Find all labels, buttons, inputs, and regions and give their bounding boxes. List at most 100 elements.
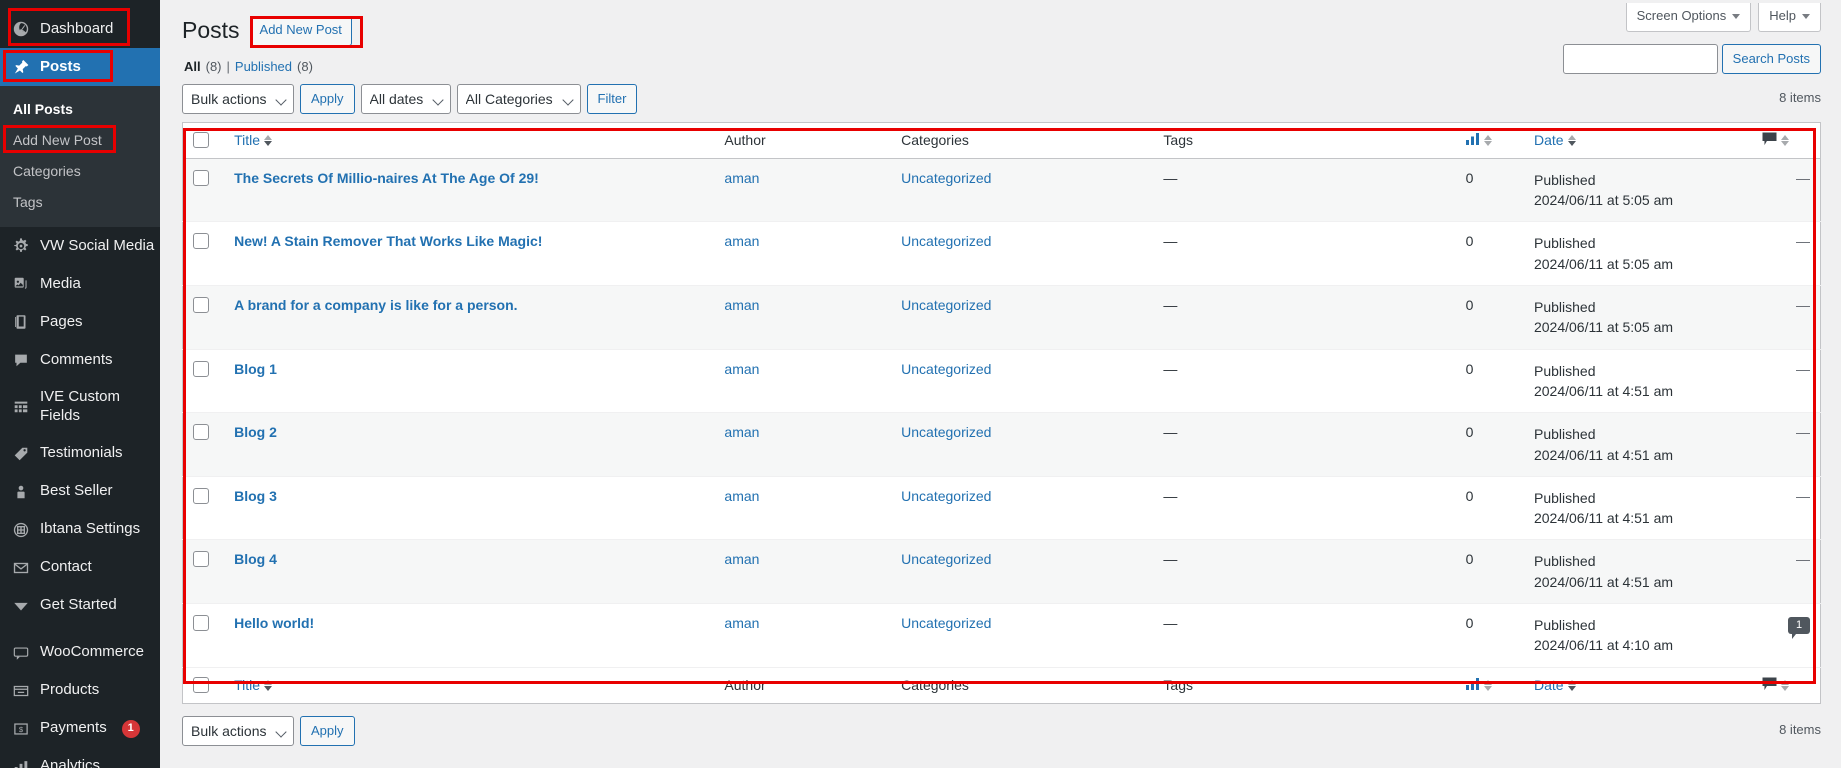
sidebar-item-testimonials[interactable]: Testimonials <box>0 435 160 473</box>
post-title-link[interactable]: Blog 2 <box>234 424 277 441</box>
post-title-link[interactable]: Blog 1 <box>234 360 277 377</box>
cell-date: Published 2024/06/11 at 5:05 am <box>1523 221 1753 287</box>
sidebar-item-products[interactable]: Products <box>0 672 160 710</box>
sidebar-item-best-seller[interactable]: Best Seller <box>0 473 160 511</box>
post-title-link[interactable]: The Secrets Of Millio-naires At The Age … <box>234 169 539 186</box>
row-checkbox[interactable] <box>193 360 209 377</box>
author-link[interactable]: aman <box>724 233 760 250</box>
post-title-link[interactable]: Blog 3 <box>234 487 277 504</box>
row-checkbox-cell <box>182 603 225 668</box>
author-link[interactable]: aman <box>724 360 760 377</box>
author-link[interactable]: aman <box>724 297 760 314</box>
row-checkbox[interactable] <box>193 487 209 504</box>
sidebar-item-contact[interactable]: Contact <box>0 549 160 587</box>
help-button[interactable]: Help <box>1758 3 1821 32</box>
select-all-checkbox-top[interactable] <box>193 132 209 149</box>
date-filter-select[interactable]: All dates <box>360 83 451 114</box>
filter-button[interactable]: Filter <box>586 83 638 114</box>
column-footer-author: Author <box>714 666 892 704</box>
sidebar-item-label: Products <box>40 681 100 699</box>
sidebar-item-get-started[interactable]: Get Started <box>0 587 160 625</box>
sort-comments-bottom[interactable] <box>1762 677 1790 694</box>
author-link[interactable]: aman <box>724 551 760 568</box>
category-link[interactable]: Uncategorized <box>901 233 992 250</box>
category-link[interactable]: Uncategorized <box>901 297 992 314</box>
date-value: 2024/06/11 at 4:51 am <box>1533 446 1674 463</box>
sidebar-item-label: Ibtana Settings <box>40 520 141 538</box>
author-link[interactable]: aman <box>724 487 760 504</box>
cell-categories: Uncategorized <box>891 349 1154 414</box>
sidebar-item-posts[interactable]: Posts <box>0 48 160 86</box>
main-content: Screen Options Help Posts Add New Post A… <box>160 0 1841 768</box>
sort-stats-bottom[interactable] <box>1465 677 1492 693</box>
category-link[interactable]: Uncategorized <box>901 551 992 568</box>
sort-title-bottom[interactable]: Title <box>234 677 273 693</box>
cell-title: A brand for a company is like for a pers… <box>224 285 715 350</box>
view-all-link[interactable]: All <box>184 58 201 74</box>
submenu-item-all-posts[interactable]: All Posts <box>13 101 73 117</box>
sidebar-item-dashboard[interactable]: Dashboard <box>0 10 160 48</box>
sidebar-item-media[interactable]: Media <box>0 265 160 303</box>
no-comments-dash: — <box>1796 487 1810 504</box>
apply-button-top[interactable]: Apply <box>300 83 355 114</box>
submenu-item-categories[interactable]: Categories <box>13 163 81 179</box>
custom-fields-icon <box>11 397 31 417</box>
category-link[interactable]: Uncategorized <box>901 169 992 186</box>
author-link[interactable]: aman <box>724 169 760 186</box>
comment-count-bubble[interactable]: 1 <box>1788 616 1810 639</box>
category-link[interactable]: Uncategorized <box>901 424 992 441</box>
author-link[interactable]: aman <box>724 424 760 441</box>
category-link[interactable]: Uncategorized <box>901 360 992 377</box>
cell-stats: 0 <box>1455 349 1524 414</box>
apply-button-bottom[interactable]: Apply <box>300 715 355 746</box>
payments-badge: 1 <box>121 719 140 738</box>
sidebar-item-pages[interactable]: Pages <box>0 303 160 341</box>
category-link[interactable]: Uncategorized <box>901 487 992 504</box>
category-filter-select[interactable]: All Categories <box>456 83 581 114</box>
sidebar-item-vw-social-media[interactable]: VW Social Media <box>0 227 160 265</box>
search-input[interactable] <box>1562 44 1718 74</box>
post-title-link[interactable]: Hello world! <box>234 615 315 632</box>
cell-title: Blog 3 <box>224 476 715 541</box>
row-checkbox[interactable] <box>193 297 209 314</box>
menu-divider <box>0 625 160 634</box>
sidebar-item-label: WooCommerce <box>40 643 144 661</box>
bulk-actions-select-bottom[interactable]: Bulk actions <box>182 715 294 746</box>
category-link[interactable]: Uncategorized <box>901 615 992 632</box>
row-checkbox[interactable] <box>193 169 209 186</box>
cell-author: aman <box>714 158 892 223</box>
submenu-item-tags[interactable]: Tags <box>13 194 43 210</box>
sidebar-item-analytics[interactable]: Analytics <box>0 748 160 768</box>
sidebar-item-comments[interactable]: Comments <box>0 341 160 379</box>
date-status: Published <box>1533 426 1596 443</box>
author-link[interactable]: aman <box>724 615 760 632</box>
table-row: The Secrets Of Millio-naires At The Age … <box>182 158 1821 223</box>
submenu-item-add-new-post[interactable]: Add New Post <box>13 132 102 148</box>
view-published-link[interactable]: Published <box>234 58 293 74</box>
cell-date: Published 2024/06/11 at 4:51 am <box>1523 476 1753 541</box>
sidebar-item-payments[interactable]: $ Payments 1 <box>0 710 160 748</box>
sort-stats-top[interactable] <box>1465 132 1492 148</box>
post-title-link[interactable]: A brand for a company is like for a pers… <box>234 297 518 314</box>
sidebar-item-ibtana-settings[interactable]: Ibtana Settings <box>0 511 160 549</box>
row-checkbox[interactable] <box>193 615 209 632</box>
date-status: Published <box>1533 235 1596 252</box>
post-title-link[interactable]: Blog 4 <box>234 551 277 568</box>
post-title-link[interactable]: New! A Stain Remover That Works Like Mag… <box>234 233 543 250</box>
screen-options-button[interactable]: Screen Options <box>1625 3 1752 32</box>
sidebar-item-ive-custom-fields[interactable]: IVE Custom Fields <box>0 379 160 435</box>
row-checkbox[interactable] <box>193 233 209 250</box>
sidebar-item-woocommerce[interactable]: WooCommerce <box>0 634 160 672</box>
sort-date-bottom[interactable]: Date <box>1534 677 1576 693</box>
sort-title-top[interactable]: Title <box>234 132 273 148</box>
sort-date-top[interactable]: Date <box>1534 132 1576 148</box>
add-new-post-button[interactable]: Add New Post <box>249 16 352 46</box>
sort-comments-top[interactable] <box>1762 132 1790 149</box>
search-posts-button[interactable]: Search Posts <box>1721 44 1821 74</box>
select-all-checkbox-bottom[interactable] <box>193 677 209 694</box>
screen-meta-links: Screen Options Help <box>1625 3 1821 32</box>
bulk-actions-select[interactable]: Bulk actions <box>182 83 294 114</box>
row-checkbox[interactable] <box>193 424 209 441</box>
sort-arrows-icon <box>1567 134 1576 146</box>
row-checkbox[interactable] <box>193 551 209 568</box>
